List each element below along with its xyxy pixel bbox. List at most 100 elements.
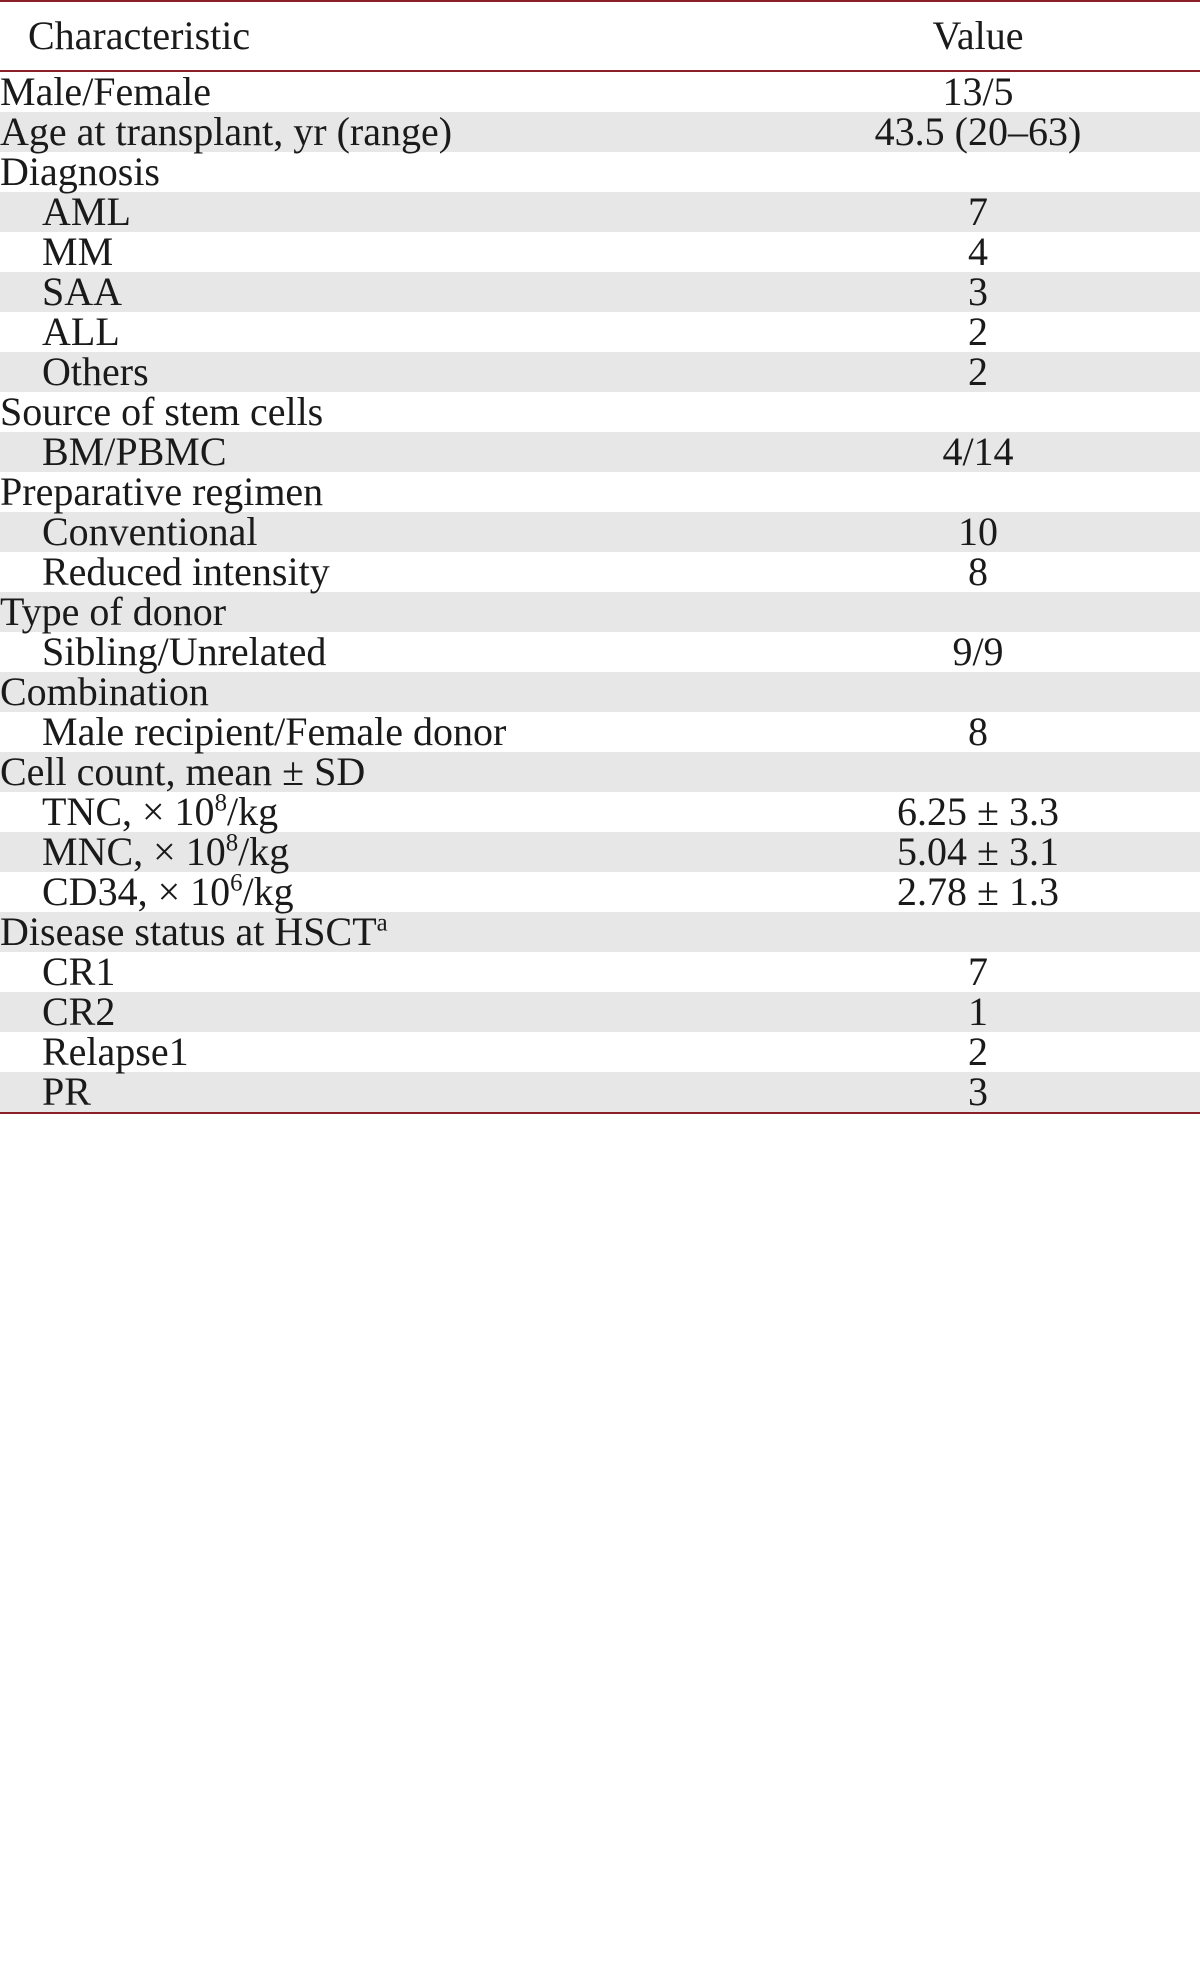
value-cell: 3: [756, 272, 1200, 312]
characteristic-label: Type of donor: [0, 589, 226, 634]
value-cell: 1: [756, 992, 1200, 1032]
characteristic-cell: SAA: [0, 272, 756, 312]
characteristic-cell: Disease status at HSCTa: [0, 912, 756, 952]
characteristics-table: Characteristic Value Male/Female13/5Age …: [0, 0, 1200, 1114]
value-cell: [756, 472, 1200, 512]
characteristic-label: Age at transplant, yr (range): [0, 109, 452, 154]
characteristic-label: BM/PBMC: [0, 429, 227, 474]
characteristic-cell: AML: [0, 192, 756, 232]
characteristic-cell: TNC, × 108/kg: [0, 792, 756, 832]
characteristic-label: CR1: [0, 949, 115, 994]
table-row: CD34, × 106/kg 2.78 ± 1.3: [0, 872, 1200, 912]
characteristic-cell: Male/Female: [0, 71, 756, 112]
value-cell: 8: [756, 552, 1200, 592]
characteristic-cell: Preparative regimen: [0, 472, 756, 512]
value-cell: 8: [756, 712, 1200, 752]
table-row: Reduced intensity8: [0, 552, 1200, 592]
characteristic-label: Source of stem cells: [0, 389, 323, 434]
table-row: Source of stem cells: [0, 392, 1200, 432]
characteristic-label: Relapse1: [0, 1029, 189, 1074]
value-cell: [756, 672, 1200, 712]
characteristic-cell: CR1: [0, 952, 756, 992]
value-cell: 6.25 ± 3.3: [756, 792, 1200, 832]
value-cell: 4/14: [756, 432, 1200, 472]
characteristic-cell: Combination: [0, 672, 756, 712]
value-cell: 10: [756, 512, 1200, 552]
characteristic-label: PR: [0, 1069, 91, 1114]
characteristic-cell: MNC, × 108/kg: [0, 832, 756, 872]
value-cell: 43.5 (20–63): [756, 112, 1200, 152]
characteristic-cell: Diagnosis: [0, 152, 756, 192]
value-cell: 5.04 ± 3.1: [756, 832, 1200, 872]
value-cell: 2.78 ± 1.3: [756, 872, 1200, 912]
characteristic-cell: PR: [0, 1072, 756, 1113]
col-header-characteristic: Characteristic: [0, 1, 756, 71]
characteristic-cell: Sibling/Unrelated: [0, 632, 756, 672]
characteristic-label: Preparative regimen: [0, 469, 323, 514]
table-row: Cell count, mean ± SD: [0, 752, 1200, 792]
characteristic-cell: Relapse1: [0, 1032, 756, 1072]
characteristic-label: Sibling/Unrelated: [0, 629, 326, 674]
characteristic-label: MM: [0, 229, 113, 274]
table-row: Type of donor: [0, 592, 1200, 632]
table-row: Diagnosis: [0, 152, 1200, 192]
table-row: Relapse1 2: [0, 1032, 1200, 1072]
characteristic-cell: Others: [0, 352, 756, 392]
characteristic-cell: Male recipient/Female donor: [0, 712, 756, 752]
col-header-value: Value: [756, 1, 1200, 71]
characteristic-cell: Source of stem cells: [0, 392, 756, 432]
characteristic-cell: Conventional: [0, 512, 756, 552]
table-row: Male recipient/Female donor 8: [0, 712, 1200, 752]
characteristic-cell: Reduced intensity: [0, 552, 756, 592]
table-row: MM 4: [0, 232, 1200, 272]
table-row: Conventional 10: [0, 512, 1200, 552]
characteristic-label: Disease status at HSCTa: [0, 909, 388, 954]
table-row: CR17: [0, 952, 1200, 992]
characteristic-label: Cell count, mean ± SD: [0, 749, 365, 794]
characteristic-label: Diagnosis: [0, 149, 160, 194]
table-row: SAA 3: [0, 272, 1200, 312]
table-row: Male/Female 13/5: [0, 71, 1200, 112]
table-row: Preparative regimen: [0, 472, 1200, 512]
value-cell: [756, 592, 1200, 632]
characteristic-cell: Type of donor: [0, 592, 756, 632]
value-cell: 2: [756, 352, 1200, 392]
characteristic-label: MNC, × 108/kg: [0, 829, 289, 874]
value-cell: 3: [756, 1072, 1200, 1113]
value-cell: 7: [756, 192, 1200, 232]
characteristic-cell: MM: [0, 232, 756, 272]
characteristic-cell: ALL: [0, 312, 756, 352]
characteristic-cell: BM/PBMC: [0, 432, 756, 472]
table-container: Characteristic Value Male/Female13/5Age …: [0, 0, 1200, 1114]
value-cell: [756, 152, 1200, 192]
characteristic-cell: CR2: [0, 992, 756, 1032]
table-header-row: Characteristic Value: [0, 1, 1200, 71]
table-row: Combination: [0, 672, 1200, 712]
table-row: AML 7: [0, 192, 1200, 232]
table-row: ALL 2: [0, 312, 1200, 352]
characteristic-label: Others: [0, 349, 149, 394]
table-row: MNC, × 108/kg 5.04 ± 3.1: [0, 832, 1200, 872]
value-cell: 4: [756, 232, 1200, 272]
characteristic-label: Male/Female: [0, 69, 211, 114]
characteristic-label: Male recipient/Female donor: [0, 709, 506, 754]
characteristic-label: ALL: [0, 309, 120, 354]
table-row: Disease status at HSCTa: [0, 912, 1200, 952]
value-cell: [756, 752, 1200, 792]
characteristic-cell: CD34, × 106/kg: [0, 872, 756, 912]
table-row: CR21: [0, 992, 1200, 1032]
table-row: Sibling/Unrelated9/9: [0, 632, 1200, 672]
table-row: Age at transplant, yr (range) 43.5 (20–63…: [0, 112, 1200, 152]
characteristic-label: SAA: [0, 269, 122, 314]
value-cell: 2: [756, 1032, 1200, 1072]
value-cell: 2: [756, 312, 1200, 352]
value-cell: [756, 392, 1200, 432]
table-row: BM/PBMC 4/14: [0, 432, 1200, 472]
characteristic-label: AML: [0, 189, 131, 234]
table-row: Others 2: [0, 352, 1200, 392]
characteristic-label: Conventional: [0, 509, 258, 554]
characteristic-label: CD34, × 106/kg: [0, 869, 294, 914]
table-row: TNC, × 108/kg6.25 ± 3.3: [0, 792, 1200, 832]
value-cell: [756, 912, 1200, 952]
value-cell: 13/5: [756, 71, 1200, 112]
